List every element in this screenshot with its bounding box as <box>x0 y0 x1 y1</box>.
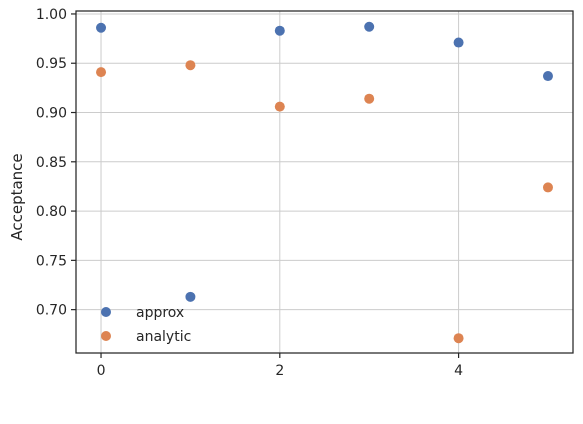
y-tick-label: 0.95 <box>36 56 67 72</box>
data-points <box>96 21 553 344</box>
analytic-point <box>274 101 285 112</box>
approx-point <box>96 22 107 33</box>
y-tick-label: 0.75 <box>36 253 67 269</box>
legend-marker-analytic <box>101 331 111 341</box>
x-tick-label: 0 <box>97 363 106 379</box>
analytic-point <box>364 93 375 104</box>
analytic-point <box>542 182 553 193</box>
approx-point <box>364 21 375 32</box>
y-tick-label: 1.00 <box>36 7 67 23</box>
legend-marker-approx <box>101 307 111 317</box>
plot-frame <box>75 10 574 354</box>
legend-label-approx: approx <box>136 305 184 321</box>
approx-point <box>185 291 196 302</box>
approx-point <box>542 71 553 82</box>
legend: approx analytic <box>101 305 191 345</box>
y-tick-label: 0.90 <box>36 106 67 122</box>
analytic-point <box>453 333 464 344</box>
approx-point <box>274 25 285 36</box>
approx-point <box>453 37 464 48</box>
analytic-point <box>96 67 107 78</box>
y-tick-label: 0.80 <box>36 204 67 220</box>
y-axis-label: Acceptance <box>8 153 26 240</box>
series-approx <box>96 21 553 302</box>
axis-ticks: 0.70 0.75 0.80 0.85 0.90 0.95 1.00 0 2 4 <box>36 7 463 379</box>
series-analytic <box>96 60 553 344</box>
x-tick-label: 4 <box>454 363 463 379</box>
analytic-point <box>185 60 196 71</box>
grid <box>76 11 573 353</box>
x-tick-label: 2 <box>275 363 284 379</box>
y-tick-label: 0.70 <box>36 303 67 319</box>
y-tick-label: 0.85 <box>36 155 67 171</box>
legend-label-analytic: analytic <box>136 329 191 345</box>
